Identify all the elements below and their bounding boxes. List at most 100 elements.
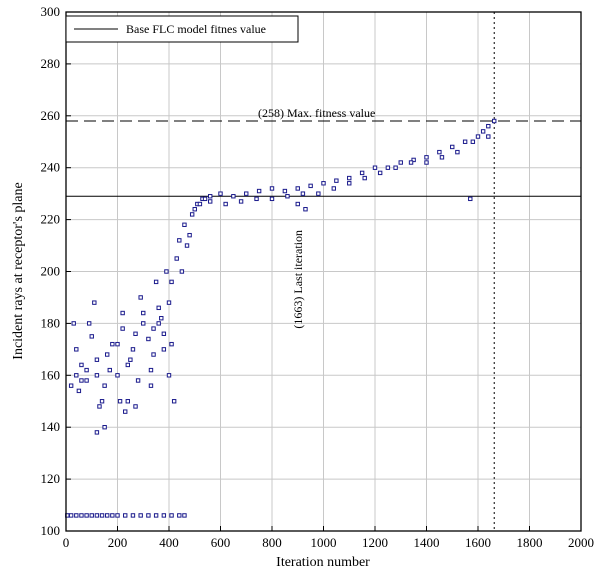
data-point (153, 513, 159, 518)
data-point (138, 513, 143, 518)
data-point (450, 144, 455, 150)
data-point (84, 367, 89, 373)
data-point (470, 139, 476, 144)
data-point (169, 513, 174, 518)
x-tick-label: 200 (108, 535, 128, 550)
data-point (151, 352, 156, 357)
data-point (89, 334, 94, 339)
data-point (161, 347, 167, 352)
data-point (177, 513, 182, 518)
data-point (192, 207, 197, 212)
data-point (97, 404, 102, 409)
data-point (462, 139, 468, 144)
data-point (295, 201, 300, 207)
data-point (316, 191, 321, 196)
data-point (102, 425, 107, 430)
data-point (105, 513, 110, 518)
x-tick-label: 600 (211, 535, 231, 550)
data-point (393, 165, 398, 170)
data-point (148, 367, 154, 373)
data-point (372, 165, 378, 170)
data-point (161, 513, 167, 518)
data-point (146, 336, 151, 342)
data-point (120, 326, 125, 331)
grid-lines (66, 12, 581, 531)
y-tick-label: 300 (41, 4, 61, 19)
data-point (174, 256, 179, 261)
y-tick-label: 180 (41, 315, 61, 330)
data-point (110, 341, 115, 347)
data-point (189, 212, 195, 217)
data-point (475, 134, 481, 139)
data-point (68, 513, 74, 518)
data-point (179, 269, 185, 274)
data-point (347, 175, 352, 181)
y-axis-title: Incident rays at receptor's plane (11, 182, 26, 359)
data-point (153, 279, 159, 285)
x-tick-label: 1400 (414, 535, 440, 550)
data-point (141, 310, 146, 316)
data-point (492, 118, 497, 124)
data-point (300, 191, 306, 196)
data-point (486, 134, 491, 139)
data-point (84, 513, 89, 518)
data-point (408, 160, 414, 165)
plot-frame (65, 11, 582, 532)
y-tick-label: 200 (41, 264, 61, 279)
data-point (135, 378, 141, 383)
data-point (89, 513, 94, 518)
y-tick-label: 140 (41, 419, 61, 434)
data-point (238, 199, 244, 204)
data-point (94, 373, 100, 378)
data-point (197, 201, 203, 207)
data-point (115, 513, 120, 518)
data-point (321, 181, 326, 186)
data-point (244, 191, 249, 196)
data-point (71, 321, 76, 326)
data-point (480, 129, 486, 134)
y-tick-label: 160 (41, 367, 61, 382)
x-tick-label: 1200 (362, 535, 388, 550)
data-points (65, 118, 497, 518)
data-point (115, 373, 120, 378)
data-point (94, 357, 100, 362)
x-tick-label: 0 (63, 535, 70, 550)
y-tick-label: 240 (41, 160, 61, 175)
data-point (74, 373, 79, 378)
data-point (130, 513, 136, 518)
data-point (128, 357, 133, 362)
y-tick-label: 100 (41, 523, 61, 538)
data-point (133, 404, 138, 409)
data-point (347, 181, 352, 186)
data-point (74, 513, 79, 518)
last-iteration-annotation: (1663) Last iteration (291, 230, 305, 329)
data-point (130, 347, 136, 352)
data-point (486, 123, 491, 129)
legend-label: Base FLC model fitnes value (126, 22, 266, 36)
data-point (398, 160, 403, 165)
data-point (120, 310, 125, 316)
data-point (208, 194, 213, 199)
x-tick-label: 400 (159, 535, 179, 550)
data-point (269, 196, 275, 202)
reference-lines (66, 12, 581, 531)
data-point (231, 194, 236, 199)
x-tick-label: 800 (262, 535, 282, 550)
data-point (68, 383, 74, 388)
data-point (148, 383, 154, 388)
max-fitness-annotation: (258) Max. fitness value (258, 106, 375, 120)
data-point (182, 513, 187, 518)
data-point (102, 383, 107, 388)
data-point (269, 186, 275, 191)
data-point (169, 279, 174, 285)
data-point (115, 341, 120, 347)
y-tick-label: 280 (41, 56, 61, 71)
data-point (110, 513, 115, 518)
data-point (79, 378, 84, 383)
data-point (166, 300, 172, 305)
data-point (187, 232, 192, 238)
data-point (256, 188, 262, 194)
data-point (107, 367, 112, 373)
data-point (385, 165, 391, 170)
